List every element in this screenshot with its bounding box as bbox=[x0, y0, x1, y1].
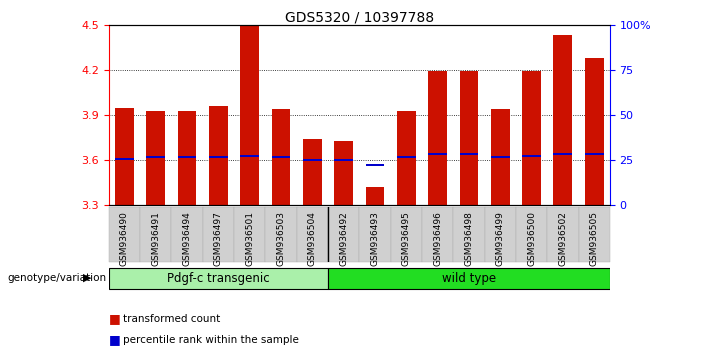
Bar bbox=[522, 155, 541, 157]
Bar bbox=[140, 207, 171, 262]
Text: GSM936491: GSM936491 bbox=[151, 211, 160, 266]
Text: GSM936502: GSM936502 bbox=[559, 211, 567, 266]
Bar bbox=[585, 58, 604, 205]
Text: GSM936503: GSM936503 bbox=[276, 211, 285, 267]
Bar bbox=[271, 156, 290, 158]
Bar bbox=[115, 158, 134, 160]
Text: genotype/variation: genotype/variation bbox=[7, 273, 106, 283]
Text: percentile rank within the sample: percentile rank within the sample bbox=[123, 335, 299, 345]
Text: GSM936501: GSM936501 bbox=[245, 211, 254, 267]
Text: ■: ■ bbox=[109, 312, 121, 325]
Bar bbox=[428, 72, 447, 205]
Bar bbox=[234, 207, 265, 262]
Text: GSM936495: GSM936495 bbox=[402, 211, 411, 266]
Bar bbox=[428, 153, 447, 155]
Bar bbox=[328, 268, 610, 290]
Bar bbox=[397, 156, 416, 158]
Bar bbox=[516, 207, 547, 262]
Bar bbox=[271, 109, 290, 205]
Bar bbox=[334, 141, 353, 205]
Bar bbox=[522, 72, 541, 205]
Text: GSM936493: GSM936493 bbox=[370, 211, 379, 266]
Bar bbox=[554, 35, 572, 205]
Bar bbox=[109, 268, 328, 290]
Bar bbox=[491, 109, 510, 205]
Bar bbox=[554, 153, 572, 155]
Text: GSM936492: GSM936492 bbox=[339, 211, 348, 266]
Bar bbox=[460, 72, 478, 205]
Bar bbox=[422, 207, 454, 262]
Text: GSM936500: GSM936500 bbox=[527, 211, 536, 267]
Text: GSM936496: GSM936496 bbox=[433, 211, 442, 266]
Bar bbox=[585, 153, 604, 155]
Text: GSM936505: GSM936505 bbox=[590, 211, 599, 267]
Bar bbox=[147, 156, 165, 158]
Text: Pdgf-c transgenic: Pdgf-c transgenic bbox=[167, 272, 270, 285]
Text: ■: ■ bbox=[109, 333, 121, 346]
Bar bbox=[171, 207, 203, 262]
Bar bbox=[209, 106, 228, 205]
Bar bbox=[297, 207, 328, 262]
Text: ▶: ▶ bbox=[83, 273, 92, 283]
Bar bbox=[390, 207, 422, 262]
Text: GSM936497: GSM936497 bbox=[214, 211, 223, 266]
Bar bbox=[328, 207, 360, 262]
Bar bbox=[365, 164, 384, 166]
Bar bbox=[109, 207, 140, 262]
Bar bbox=[303, 159, 322, 161]
Bar bbox=[454, 207, 484, 262]
Bar bbox=[203, 207, 234, 262]
Text: GSM936494: GSM936494 bbox=[182, 211, 191, 266]
Text: GSM936499: GSM936499 bbox=[496, 211, 505, 266]
Bar bbox=[365, 187, 384, 205]
Text: GSM936490: GSM936490 bbox=[120, 211, 129, 266]
Bar bbox=[240, 26, 259, 205]
Bar bbox=[115, 108, 134, 205]
Bar bbox=[147, 110, 165, 205]
Text: GDS5320 / 10397788: GDS5320 / 10397788 bbox=[285, 11, 434, 25]
Bar bbox=[484, 207, 516, 262]
Bar bbox=[397, 110, 416, 205]
Bar bbox=[209, 156, 228, 158]
Bar bbox=[177, 110, 196, 205]
Bar bbox=[360, 207, 390, 262]
Bar bbox=[240, 155, 259, 157]
Bar bbox=[334, 159, 353, 161]
Bar bbox=[460, 153, 478, 155]
Bar bbox=[491, 156, 510, 158]
Bar bbox=[265, 207, 297, 262]
Bar bbox=[578, 207, 610, 262]
Bar bbox=[547, 207, 578, 262]
Bar bbox=[177, 156, 196, 158]
Text: transformed count: transformed count bbox=[123, 314, 220, 324]
Text: GSM936504: GSM936504 bbox=[308, 211, 317, 266]
Bar bbox=[303, 139, 322, 205]
Text: GSM936498: GSM936498 bbox=[464, 211, 473, 266]
Text: wild type: wild type bbox=[442, 272, 496, 285]
